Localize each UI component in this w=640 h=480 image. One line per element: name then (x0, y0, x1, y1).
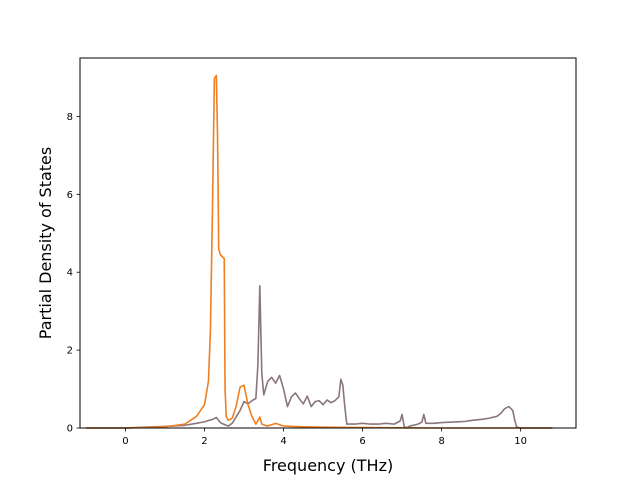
y-tick-label: 2 (67, 346, 73, 357)
plot-frame (79, 57, 577, 429)
x-tick-label: 0 (122, 436, 128, 447)
series-layer (85, 74, 553, 429)
y-tick-label: 6 (67, 190, 73, 201)
y-tick-label: 4 (67, 268, 73, 279)
y-tick-label: 8 (67, 112, 73, 123)
series-line-2 (85, 74, 553, 429)
x-tick-label: 4 (280, 436, 286, 447)
y-axis-label: Partial Density of States (36, 147, 55, 339)
y-tick-label: 0 (67, 424, 73, 435)
series-line-1 (85, 285, 553, 429)
ticks-layer: 0 2 4 6 8 10 0 2 4 6 8 (67, 112, 527, 447)
x-axis-label: Frequency (THz) (263, 456, 393, 475)
x-tick-label: 10 (514, 436, 527, 447)
x-tick-label: 2 (201, 436, 207, 447)
x-tick-label: 6 (359, 436, 365, 447)
x-tick-label: 8 (438, 436, 444, 447)
plot-area (80, 58, 576, 428)
